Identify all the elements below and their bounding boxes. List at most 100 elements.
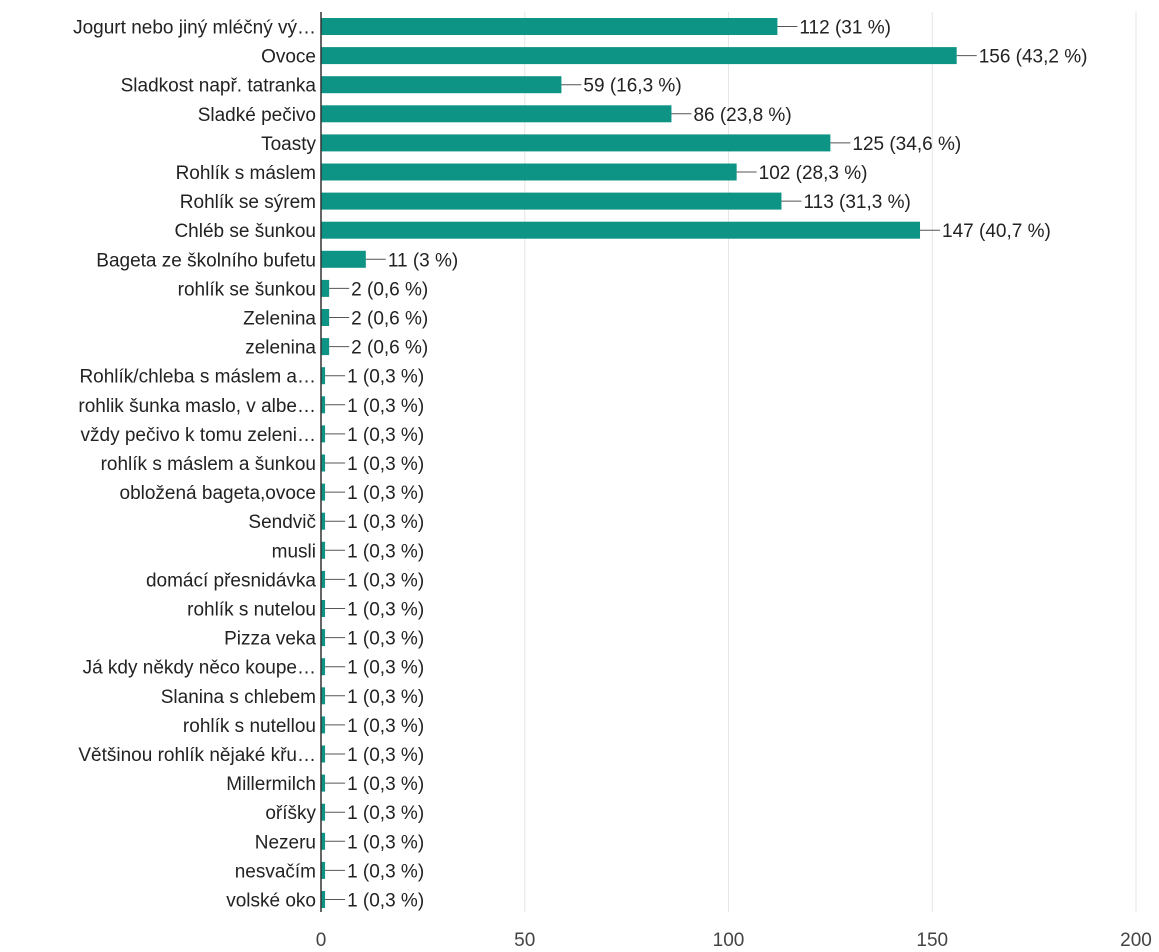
gridlines <box>524 12 1137 912</box>
x-tick-label: 50 <box>514 930 535 951</box>
category-label: Rohlík se sýrem <box>180 192 316 213</box>
data-label: 1 (0,3 %) <box>347 512 424 533</box>
data-label: 1 (0,3 %) <box>347 483 424 504</box>
category-label: zelenina <box>245 338 316 359</box>
data-label: 2 (0,6 %) <box>351 279 428 300</box>
category-label: rohlík s nutelou <box>187 600 316 621</box>
bar <box>321 425 326 443</box>
data-label: 1 (0,3 %) <box>347 629 424 650</box>
category-label: oříšky <box>265 803 316 824</box>
bar <box>321 803 326 821</box>
category-label: rohlík s nutellou <box>183 716 316 737</box>
data-label: 86 (23,8 %) <box>693 105 791 126</box>
bar <box>321 454 326 472</box>
category-label: Sladkost např. tatranka <box>121 76 317 97</box>
bar <box>321 367 326 385</box>
bar <box>321 18 778 35</box>
bar <box>321 483 326 501</box>
bar <box>321 774 326 792</box>
category-label: Chléb se šunkou <box>174 221 316 242</box>
category-label: Sendvič <box>248 512 316 533</box>
data-label: 1 (0,3 %) <box>347 687 424 708</box>
bar <box>321 891 326 908</box>
data-label: 125 (34,6 %) <box>852 134 961 155</box>
category-label: Zelenina <box>243 309 316 330</box>
bar <box>321 716 326 734</box>
category-label: Millermilch <box>226 774 316 795</box>
bar <box>321 105 672 123</box>
category-label: Většinou rohlík nějaké křu… <box>78 745 316 766</box>
data-label: 1 (0,3 %) <box>347 861 424 882</box>
bar <box>321 134 831 152</box>
category-label: Já kdy někdy něco koupe… <box>83 658 316 679</box>
category-label: vždy pečivo k tomu zeleni… <box>81 425 317 446</box>
category-label: Slanina s chlebem <box>161 687 316 708</box>
bar <box>321 250 366 268</box>
category-label: rohlik šunka maslo, v albe… <box>78 396 316 417</box>
data-label: 1 (0,3 %) <box>347 454 424 475</box>
category-label: Rohlík s máslem <box>176 163 316 184</box>
bar <box>321 163 737 181</box>
category-label: Jogurt nebo jiný mléčný vý… <box>73 18 316 39</box>
bar <box>321 76 562 94</box>
data-label: 1 (0,3 %) <box>347 745 424 766</box>
x-tick-label: 100 <box>713 930 745 951</box>
category-label: obložená bageta,ovoce <box>120 483 317 504</box>
data-label: 2 (0,6 %) <box>351 309 428 330</box>
data-label: 1 (0,3 %) <box>347 425 424 446</box>
category-label: musli <box>272 541 316 562</box>
category-label: rohlík s máslem a šunkou <box>101 454 316 475</box>
bars <box>321 18 957 908</box>
category-label: domácí přesnidávka <box>146 570 316 591</box>
bar <box>321 338 330 356</box>
category-labels: Jogurt nebo jiný mléčný vý… Ovoce Sladkost… <box>73 18 316 912</box>
data-label: 59 (16,3 %) <box>583 76 681 97</box>
category-label: Ovoce <box>261 47 316 68</box>
bar <box>321 600 326 617</box>
data-label: 1 (0,3 %) <box>347 832 424 853</box>
data-label: 1 (0,3 %) <box>347 541 424 562</box>
data-label: 1 (0,3 %) <box>347 658 424 679</box>
category-label: volské oko <box>226 891 316 912</box>
bar <box>321 629 326 647</box>
data-label: 1 (0,3 %) <box>347 600 424 621</box>
bar <box>321 279 330 297</box>
category-label: Pizza veka <box>224 629 316 650</box>
bar <box>321 832 326 850</box>
category-label: rohlík se šunkou <box>178 279 316 300</box>
bar <box>321 570 326 588</box>
data-label: 1 (0,3 %) <box>347 396 424 417</box>
bar <box>321 541 326 559</box>
data-label-leaders <box>325 26 977 900</box>
data-label: 147 (40,7 %) <box>942 221 1051 242</box>
bar <box>321 47 957 65</box>
data-label: 1 (0,3 %) <box>347 367 424 388</box>
data-label: 112 (31 %) <box>799 18 891 39</box>
bar <box>321 221 921 239</box>
category-label: Nezeru <box>255 832 316 853</box>
data-label: 1 (0,3 %) <box>347 891 424 912</box>
bar <box>321 512 326 530</box>
data-label: 1 (0,3 %) <box>347 803 424 824</box>
x-axis-ticks: 0 50 100 150 200 <box>316 930 1152 951</box>
x-tick-label: 200 <box>1120 930 1152 951</box>
category-label: nesvačím <box>235 861 316 882</box>
bar <box>321 396 326 414</box>
category-label: Bageta ze školního bufetu <box>96 250 316 271</box>
bar <box>321 309 330 326</box>
data-label: 156 (43,2 %) <box>979 47 1088 68</box>
data-label: 1 (0,3 %) <box>347 774 424 795</box>
data-label: 102 (28,3 %) <box>759 163 868 184</box>
bar <box>321 861 326 879</box>
category-label: Sladké pečivo <box>198 105 316 126</box>
data-label: 11 (3 %) <box>388 250 458 271</box>
category-label: Toasty <box>261 134 316 155</box>
bar <box>321 658 326 676</box>
x-tick-label: 0 <box>316 930 327 951</box>
data-label: 2 (0,6 %) <box>351 338 428 359</box>
bar <box>321 192 782 210</box>
x-tick-label: 150 <box>916 930 948 951</box>
category-label: Rohlík/chleba s máslem a… <box>79 367 316 388</box>
data-label: 1 (0,3 %) <box>347 716 424 737</box>
